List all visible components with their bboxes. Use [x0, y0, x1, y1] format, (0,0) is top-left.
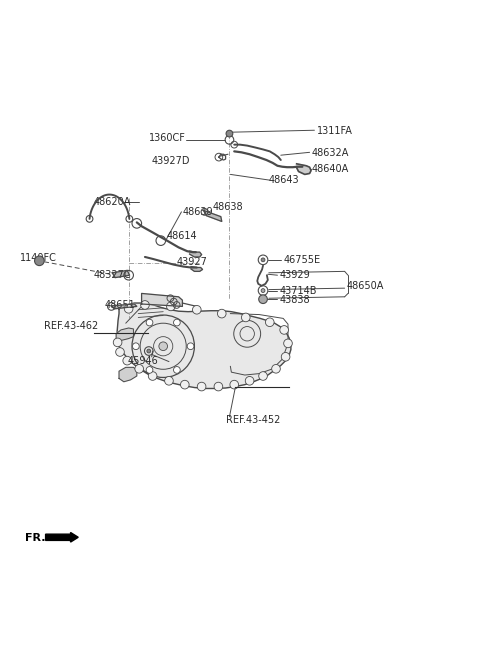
Text: REF.43-462: REF.43-462	[44, 321, 98, 331]
Circle shape	[281, 352, 290, 361]
Polygon shape	[297, 164, 311, 174]
Circle shape	[116, 348, 124, 356]
Circle shape	[272, 365, 280, 373]
Circle shape	[173, 319, 180, 326]
Text: 43927D: 43927D	[151, 156, 190, 166]
Circle shape	[135, 365, 144, 373]
Circle shape	[173, 367, 180, 373]
Circle shape	[165, 377, 173, 385]
Polygon shape	[111, 304, 137, 309]
Text: 48639: 48639	[182, 207, 213, 217]
Text: 43838: 43838	[279, 295, 310, 305]
Circle shape	[159, 342, 168, 350]
Circle shape	[226, 131, 233, 137]
Circle shape	[241, 313, 250, 321]
Polygon shape	[119, 367, 137, 382]
Text: 43714B: 43714B	[279, 285, 317, 296]
Text: 48632A: 48632A	[312, 148, 349, 158]
Circle shape	[192, 306, 201, 314]
Text: 48640A: 48640A	[312, 163, 349, 174]
Circle shape	[148, 372, 157, 380]
Text: 48327C: 48327C	[94, 270, 131, 280]
Polygon shape	[116, 328, 133, 340]
Text: 1311FA: 1311FA	[317, 126, 353, 136]
Polygon shape	[117, 303, 291, 388]
Circle shape	[259, 295, 267, 304]
Circle shape	[141, 300, 149, 309]
Circle shape	[284, 339, 292, 348]
Circle shape	[261, 258, 265, 262]
Circle shape	[132, 343, 139, 350]
Polygon shape	[142, 293, 182, 306]
Circle shape	[123, 356, 132, 365]
FancyArrow shape	[46, 533, 78, 542]
Circle shape	[147, 349, 151, 353]
Circle shape	[214, 382, 223, 391]
Polygon shape	[191, 266, 203, 272]
Polygon shape	[112, 270, 130, 277]
Text: 45946: 45946	[127, 356, 158, 365]
Text: 43927: 43927	[177, 256, 207, 267]
Circle shape	[217, 309, 226, 318]
Circle shape	[197, 382, 206, 391]
Text: 48638: 48638	[212, 202, 243, 212]
Circle shape	[280, 325, 288, 335]
Circle shape	[259, 372, 267, 380]
Text: 48651: 48651	[105, 300, 135, 310]
Polygon shape	[204, 211, 222, 222]
Circle shape	[261, 289, 265, 293]
Text: FR.: FR.	[25, 533, 46, 543]
Text: REF.43-452: REF.43-452	[226, 415, 280, 425]
Circle shape	[265, 318, 274, 327]
Text: 48650A: 48650A	[347, 281, 384, 291]
Circle shape	[180, 380, 189, 389]
Circle shape	[230, 380, 239, 389]
Circle shape	[167, 302, 175, 311]
Text: 1360CF: 1360CF	[149, 133, 186, 144]
Circle shape	[245, 377, 254, 385]
Text: 1140FC: 1140FC	[20, 253, 57, 264]
Text: 43929: 43929	[279, 270, 310, 280]
Text: 48643: 48643	[269, 175, 300, 185]
Circle shape	[35, 256, 44, 266]
Circle shape	[146, 319, 153, 326]
Circle shape	[187, 343, 194, 350]
Text: 48620A: 48620A	[94, 197, 131, 207]
Polygon shape	[190, 251, 202, 257]
Text: 46755E: 46755E	[283, 255, 320, 265]
Circle shape	[124, 304, 133, 313]
Text: 48614: 48614	[167, 231, 198, 241]
Circle shape	[146, 367, 153, 373]
Circle shape	[113, 338, 122, 347]
